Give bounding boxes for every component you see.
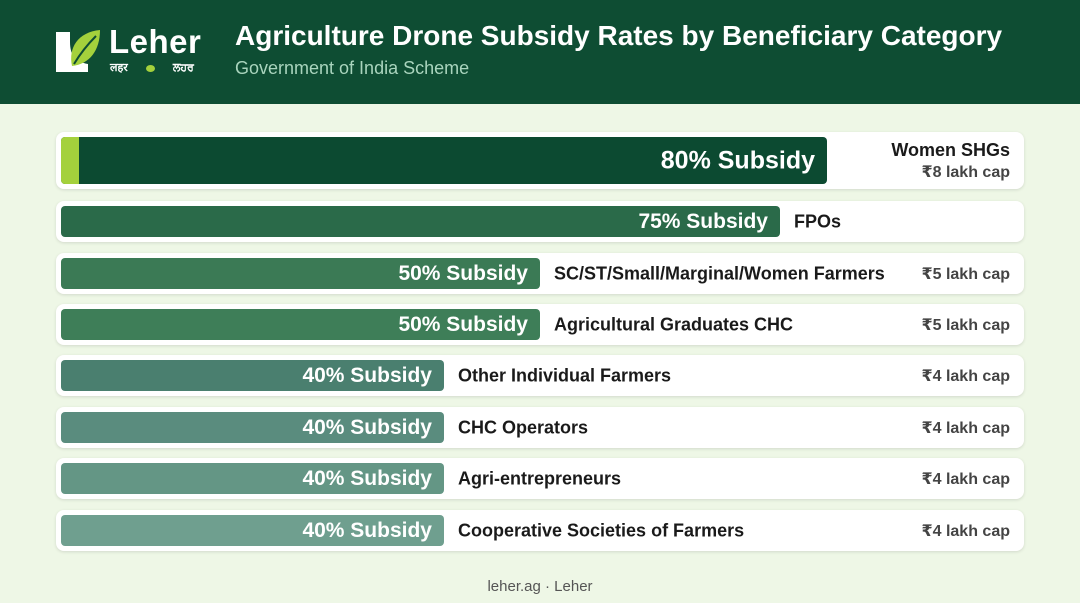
subsidy-bar: 80% Subsidy	[61, 137, 827, 184]
leaf-logo-icon	[56, 30, 100, 72]
chart-row: 40% Subsidy Other Individual Farmers ₹4 la…	[56, 355, 1024, 396]
bar-value-label: 40% Subsidy	[302, 415, 432, 439]
page-subtitle: Government of India Scheme	[235, 58, 470, 78]
leaf-dot-icon	[145, 64, 155, 72]
brand-logo: Leher लहर ਲਹਰ	[54, 23, 214, 78]
category-label: SC/ST/Small/Marginal/Women Farmers	[554, 263, 885, 283]
bar-value-label: 40% Subsidy	[302, 363, 432, 387]
page-title: Agriculture Drone Subsidy Rates by Benef…	[235, 20, 1003, 51]
bar-value-label: 40% Subsidy	[302, 466, 432, 490]
chart-row: 40% Subsidy Agri-entrepreneurs ₹4 lakh cap	[56, 458, 1024, 499]
category-label: Agri-entrepreneurs	[458, 468, 622, 488]
category-label: Women SHGs	[891, 139, 1010, 160]
cap-label: ₹8 lakh cap	[921, 163, 1010, 181]
bar-value-label: 80% Subsidy	[660, 146, 815, 174]
subsidy-bar: 50% Subsidy	[61, 309, 540, 340]
chart-row: 40% Subsidy Cooperative Societies of Farm…	[56, 510, 1024, 551]
bar-value-label: 50% Subsidy	[398, 312, 528, 336]
subsidy-bar: 40% Subsidy	[61, 515, 444, 546]
chart-row: 50% Subsidy Agricultural Graduates CHC ₹5 …	[56, 304, 1024, 345]
brand-sub-right: ਲਹਰ	[172, 62, 194, 74]
cap-label: ₹4 lakh cap	[921, 522, 1010, 540]
category-label: Other Individual Farmers	[458, 365, 672, 385]
footer-credit: leher.ag · Leher	[487, 578, 593, 595]
brand-name: Leher	[109, 23, 202, 60]
cap-label: ₹4 lakh cap	[921, 470, 1010, 488]
category-label: FPOs	[794, 211, 842, 231]
category-with-cap: Women SHGs ₹8 lakh cap	[891, 138, 1010, 184]
chart-row: 40% Subsidy CHC Operators ₹4 lakh cap	[56, 407, 1024, 448]
subsidy-bar: 40% Subsidy	[61, 412, 444, 443]
chart-row: 75% Subsidy FPOs	[56, 201, 1024, 242]
brand-tagline: लहर ਲਹਰ	[110, 60, 194, 75]
brand-sub-left: लहर	[110, 62, 128, 74]
chart-row: 50% Subsidy SC/ST/Small/Marginal/Women Fa…	[56, 253, 1024, 294]
header: Leher लहर ਲਹਰ Agriculture Drone Subsidy R…	[0, 0, 1080, 104]
cap-label: ₹5 lakh cap	[921, 316, 1010, 334]
subsidy-bar: 75% Subsidy	[61, 206, 780, 237]
subsidy-bar: 40% Subsidy	[61, 360, 444, 391]
bar-value-label: 50% Subsidy	[398, 261, 528, 285]
category-label: Agricultural Graduates CHC	[554, 314, 794, 334]
bar-value-label: 40% Subsidy	[302, 518, 432, 542]
cap-label: ₹4 lakh cap	[921, 419, 1010, 437]
bar-accent-marker	[61, 137, 79, 184]
bar-value-label: 75% Subsidy	[638, 209, 768, 233]
cap-label: ₹4 lakh cap	[921, 367, 1010, 385]
category-label: Cooperative Societies of Farmers	[458, 520, 745, 540]
cap-label: ₹5 lakh cap	[921, 265, 1010, 283]
subsidy-bar: 50% Subsidy	[61, 258, 540, 289]
chart-row: 80% Subsidy Women SHGs ₹8 lakh cap	[56, 132, 1024, 189]
subsidy-bar: 40% Subsidy	[61, 463, 444, 494]
category-label: CHC Operators	[458, 417, 589, 437]
